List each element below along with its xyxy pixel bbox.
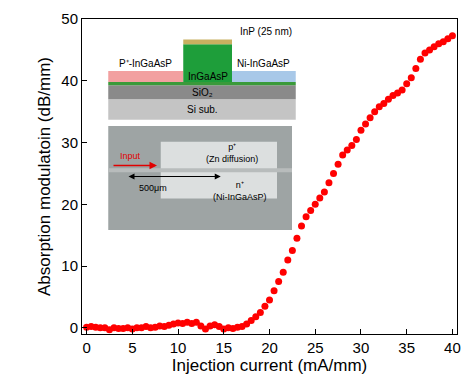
svg-text:30: 30 (353, 339, 370, 356)
svg-text:0: 0 (70, 319, 78, 336)
svg-text:50: 50 (61, 10, 78, 27)
svg-text:10: 10 (61, 257, 78, 274)
svg-text:20: 20 (261, 339, 278, 356)
svg-text:Si sub.: Si sub. (187, 104, 218, 115)
svg-text:InP (25 nm): InP (25 nm) (240, 26, 292, 37)
svg-text:500μm: 500μm (139, 183, 167, 193)
svg-text:Absorption modulatoin (dB/mm): Absorption modulatoin (dB/mm) (35, 57, 54, 296)
svg-text:5: 5 (128, 339, 136, 356)
svg-text:InGaAsP: InGaAsP (188, 71, 228, 82)
svg-text:p⁺(Zn diffusion): p⁺(Zn diffusion) (206, 142, 258, 164)
svg-text:10: 10 (170, 339, 187, 356)
svg-text:40: 40 (444, 339, 461, 356)
svg-text:SiO₂: SiO₂ (192, 87, 213, 98)
svg-text:35: 35 (398, 339, 415, 356)
svg-text:30: 30 (61, 134, 78, 151)
svg-text:0: 0 (82, 339, 90, 356)
svg-text:25: 25 (307, 339, 324, 356)
svg-text:P⁺-InGaAsP: P⁺-InGaAsP (119, 58, 172, 69)
svg-text:n⁺(Ni-InGaAsP): n⁺(Ni-InGaAsP) (213, 180, 267, 202)
svg-text:40: 40 (61, 72, 78, 89)
svg-text:Injection current (mA/mm): Injection current (mA/mm) (172, 356, 368, 375)
svg-text:15: 15 (215, 339, 232, 356)
svg-text:Input: Input (120, 151, 141, 161)
svg-text:20: 20 (61, 196, 78, 213)
svg-text:Ni-InGaAsP: Ni-InGaAsP (237, 58, 290, 69)
